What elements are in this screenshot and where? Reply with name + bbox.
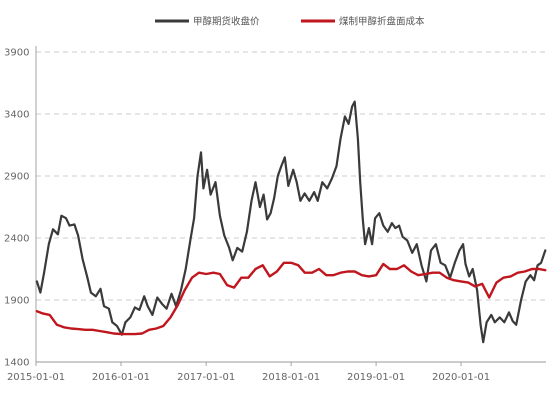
x-tick-label: 2019-01-01 xyxy=(347,372,405,383)
y-tick-label: 1400 xyxy=(4,358,29,369)
y-tick-label: 3900 xyxy=(4,48,29,59)
series-line-2 xyxy=(35,261,547,336)
y-tick-label: 3400 xyxy=(4,110,29,121)
legend: 甲醇期货收盘价 煤制甲醇折盘面成本 xyxy=(155,16,425,28)
y-tick-label: 1900 xyxy=(4,296,29,307)
x-tick-label: 2015-01-01 xyxy=(7,372,65,383)
legend-label-1: 甲醇期货收盘价 xyxy=(193,16,260,28)
x-tick-label: 2018-01-01 xyxy=(262,372,320,383)
x-tick-label: 2017-01-01 xyxy=(177,372,235,383)
series-line-1 xyxy=(35,100,547,344)
y-tick-label: 2400 xyxy=(4,234,29,245)
x-tick-label: 2016-01-01 xyxy=(92,372,150,383)
legend-label-2: 煤制甲醇折盘面成本 xyxy=(339,16,425,28)
y-tick-label: 2900 xyxy=(4,172,29,183)
series-layer xyxy=(35,100,547,344)
x-tick-label: 2020-01-01 xyxy=(432,372,490,383)
axes: 1400 1900 2400 2900 3400 3900 2015-01-01 2016-0… xyxy=(4,46,546,383)
